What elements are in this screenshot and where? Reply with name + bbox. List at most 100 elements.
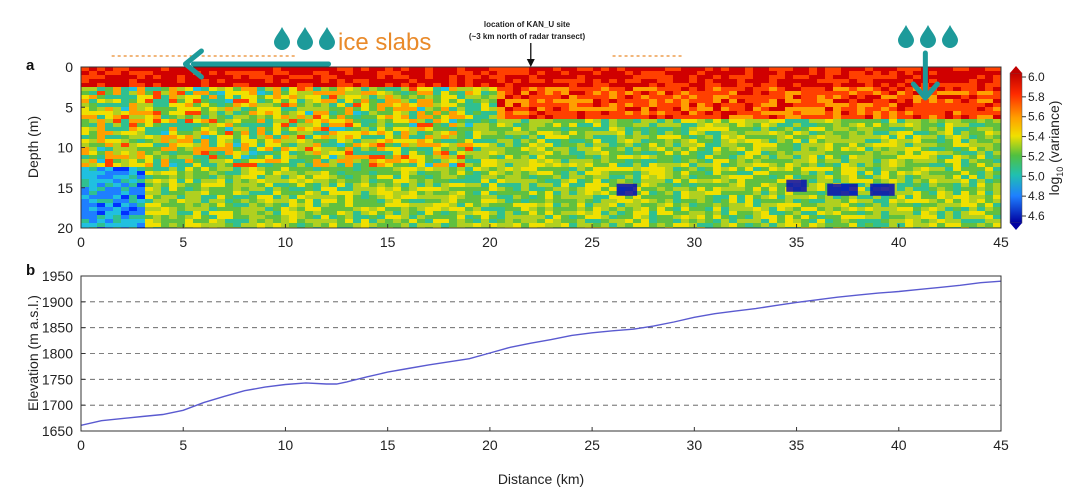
heatmap-cell: [81, 71, 89, 75]
heatmap-cell: [673, 75, 681, 79]
heatmap-cell: [833, 219, 841, 223]
heatmap-cell: [729, 99, 737, 103]
heatmap-cell: [209, 127, 217, 131]
heatmap-cell: [353, 107, 361, 111]
heatmap-cell: [81, 203, 89, 207]
heatmap-cell: [161, 131, 169, 135]
heatmap-cell: [825, 195, 833, 199]
heatmap-cell: [777, 203, 785, 207]
heatmap-cell: [833, 131, 841, 135]
heatmap-cell: [489, 155, 497, 159]
heatmap-cell: [377, 163, 385, 167]
heatmap-cell: [361, 159, 369, 163]
heatmap-cell: [737, 99, 745, 103]
heatmap-cell: [729, 87, 737, 91]
heatmap-cell: [153, 119, 161, 123]
heatmap-cell: [553, 195, 561, 199]
heatmap-cell: [529, 99, 537, 103]
heatmap-cell: [417, 107, 425, 111]
heatmap-cell: [577, 155, 585, 159]
heatmap-cell: [393, 67, 401, 71]
heatmap-cell: [945, 163, 953, 167]
heatmap-cell: [881, 67, 889, 71]
heatmap-cell: [209, 75, 217, 79]
heatmap-cell: [529, 167, 537, 171]
heatmap-cell: [849, 79, 857, 83]
heatmap-cell: [945, 179, 953, 183]
heatmap-cell: [457, 123, 465, 127]
heatmap-cell: [809, 211, 817, 215]
heatmap-cell: [153, 155, 161, 159]
heatmap-cell: [209, 131, 217, 135]
heatmap-cell: [457, 115, 465, 119]
heatmap-cell: [977, 99, 985, 103]
heatmap-cell: [921, 215, 929, 219]
heatmap-cell: [889, 103, 897, 107]
heatmap-cell: [289, 79, 297, 83]
heatmap-cell: [729, 159, 737, 163]
panel-a-xtick-label: 15: [380, 234, 396, 250]
heatmap-cell: [577, 151, 585, 155]
heatmap-cell: [465, 79, 473, 83]
heatmap-cell: [193, 127, 201, 131]
heatmap-cell: [785, 87, 793, 91]
heatmap-cell: [489, 223, 497, 227]
heatmap-cell: [169, 151, 177, 155]
heatmap-cell: [801, 147, 809, 151]
heatmap-cell: [921, 167, 929, 171]
heatmap-cell: [937, 147, 945, 151]
heatmap-cell: [937, 195, 945, 199]
heatmap-cell: [393, 183, 401, 187]
heatmap-cell: [865, 223, 873, 227]
heatmap-cell: [609, 127, 617, 131]
heatmap-cell: [113, 151, 121, 155]
heatmap-cell: [289, 99, 297, 103]
heatmap-cell: [689, 79, 697, 83]
heatmap-cell: [761, 123, 769, 127]
heatmap-cell: [705, 91, 713, 95]
heatmap-cell: [185, 159, 193, 163]
heatmap-cell: [505, 207, 513, 211]
heatmap-cell: [905, 111, 913, 115]
heatmap-cell: [185, 223, 193, 227]
heatmap-cell: [897, 199, 905, 203]
heatmap-cell: [697, 91, 705, 95]
heatmap-cell: [329, 195, 337, 199]
heatmap-cell: [305, 131, 313, 135]
heatmap-cell: [393, 95, 401, 99]
heatmap-cell: [785, 119, 793, 123]
heatmap-cell: [953, 111, 961, 115]
heatmap-cell: [489, 163, 497, 167]
heatmap-cell: [529, 183, 537, 187]
heatmap-cell: [697, 167, 705, 171]
heatmap-cell: [817, 195, 825, 199]
heatmap-cell: [497, 215, 505, 219]
heatmap-cell: [521, 151, 529, 155]
heatmap-cell: [361, 103, 369, 107]
heatmap-cell: [753, 87, 761, 91]
heatmap-cell: [369, 203, 377, 207]
heatmap-cell: [225, 151, 233, 155]
heatmap-cell: [633, 99, 641, 103]
heatmap-cell: [905, 67, 913, 71]
heatmap-cell: [417, 155, 425, 159]
heatmap-cell: [593, 187, 601, 191]
heatmap-cell: [497, 211, 505, 215]
heatmap-cell: [849, 163, 857, 167]
heatmap-cell: [681, 203, 689, 207]
heatmap-cell: [873, 211, 881, 215]
heatmap-cell: [529, 83, 537, 87]
heatmap-cell: [953, 163, 961, 167]
heatmap-cell: [809, 83, 817, 87]
heatmap-cell: [481, 203, 489, 207]
heatmap-cell: [793, 203, 801, 207]
heatmap-cell: [281, 191, 289, 195]
heatmap-cell: [153, 199, 161, 203]
heatmap-cell: [577, 131, 585, 135]
heatmap-cell: [425, 163, 433, 167]
heatmap-cell: [217, 147, 225, 151]
heatmap-cell: [585, 139, 593, 143]
heatmap-cell: [961, 75, 969, 79]
heatmap-cell: [273, 211, 281, 215]
heatmap-cell: [865, 115, 873, 119]
